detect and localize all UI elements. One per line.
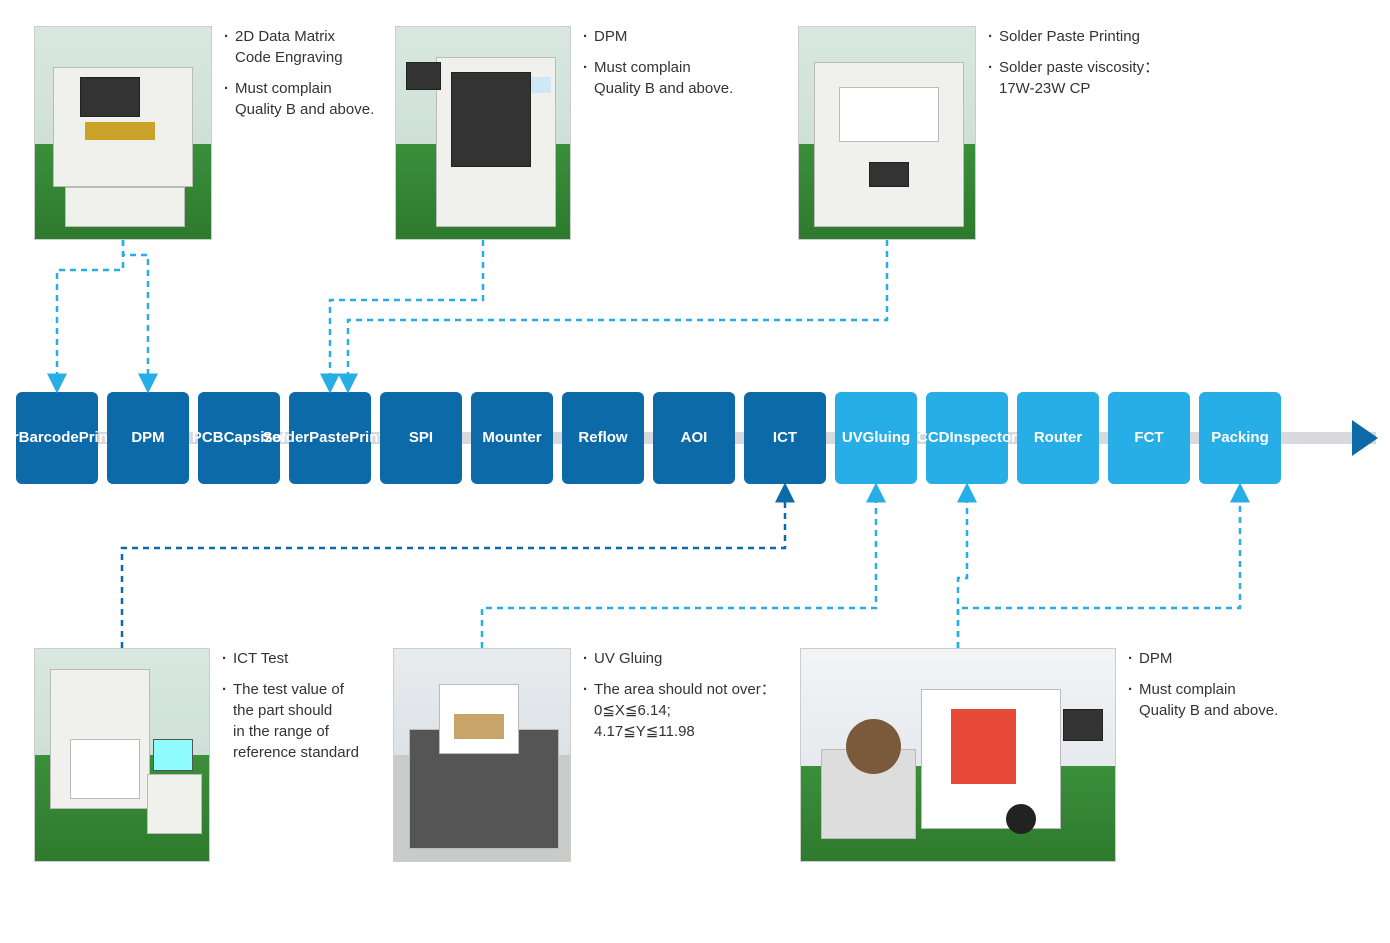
bullet: 2D Data MatrixCode Engraving [224,26,374,68]
bullet: Must complainQuality B and above. [1128,679,1278,721]
bullet: DPM [583,26,733,47]
equipment-photo [395,26,571,240]
equipment-photo [34,648,210,862]
callout-text: ICT Test The test value ofthe part should… [222,648,359,773]
equipment-photo [34,26,212,240]
callout-ict: ICT Test The test value ofthe part should… [34,648,359,862]
flow-step: SPI [380,392,462,484]
callout-text: DPM Must complainQuality B and above. [583,26,733,109]
callout-packing-dpm: DPM Must complainQuality B and above. [800,648,1278,862]
flow-step: FCT [1108,392,1190,484]
bullet: Must complainQuality B and above. [224,78,374,120]
callout-solder-paste: Solder Paste Printing Solder paste viscos… [798,26,1159,240]
callout-uv-gluing: UV Gluing The area should not over：0≦X≦6.… [393,648,776,862]
bullet: Solder Paste Printing [988,26,1159,47]
flow-step: Packing [1199,392,1281,484]
flow-step: LaserBarcodePrinting [16,392,98,484]
callout-text: DPM Must complainQuality B and above. [1128,648,1278,731]
bullet: The area should not over：0≦X≦6.14;4.17≦Y… [583,679,776,742]
callout-text: UV Gluing The area should not over：0≦X≦6.… [583,648,776,752]
flow-arrowhead [1352,420,1378,456]
callout-dpm: DPM Must complainQuality B and above. [395,26,733,240]
flow-step: AOI [653,392,735,484]
bullet: DPM [1128,648,1278,669]
equipment-photo [800,648,1116,862]
flow-step: DPM [107,392,189,484]
flow-step: SolderPastePrinter [289,392,371,484]
bullet: Solder paste viscosity：17W-23W CP [988,57,1159,99]
bullet: UV Gluing [583,648,776,669]
equipment-photo [798,26,976,240]
equipment-photo [393,648,571,862]
flow-step: Router [1017,392,1099,484]
callout-text: Solder Paste Printing Solder paste viscos… [988,26,1159,109]
flow-step: Mounter [471,392,553,484]
callout-text: 2D Data MatrixCode Engraving Must complai… [224,26,374,130]
flow-step: ICT [744,392,826,484]
bullet: ICT Test [222,648,359,669]
callout-laser-barcode: 2D Data MatrixCode Engraving Must complai… [34,26,374,240]
bullet: The test value ofthe part shouldin the r… [222,679,359,763]
flow-step: UVGluing [835,392,917,484]
flow-step: Reflow [562,392,644,484]
process-flow: LaserBarcodePrintingDPMPCBCapsizerSolder… [16,392,1376,484]
bullet: Must complainQuality B and above. [583,57,733,99]
flow-step: CCDInspector [926,392,1008,484]
